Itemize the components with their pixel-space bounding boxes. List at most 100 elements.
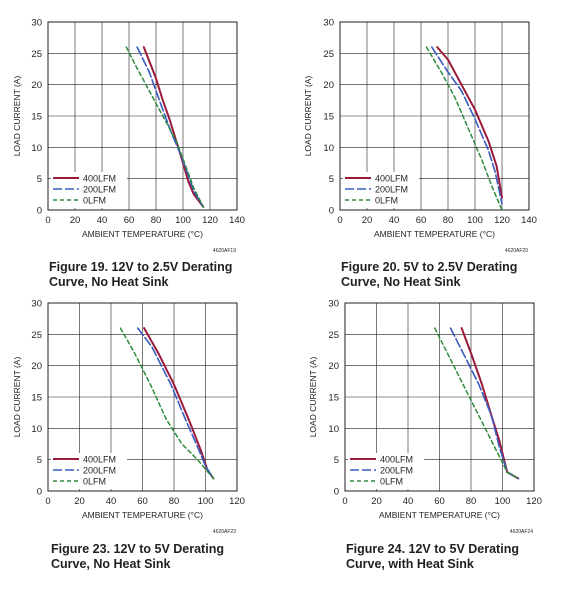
y-tick-label: 15: [31, 112, 42, 123]
y-tick-label: 20: [328, 361, 339, 372]
x-axis-label: AMBIENT TEMPERATURE (°C): [82, 229, 203, 239]
chart-2: 0 20 40 60 80 100 120 140 0 5 10 15 20 25 30 AMBIENT TE…: [303, 18, 537, 290]
figure-caption-line: Figure 19. 12V to 2.5V Derating: [49, 260, 232, 274]
legend-label-200lfm: 200LFM: [380, 466, 413, 476]
x-tick-label: 20: [74, 496, 85, 507]
legend-label-400lfm: 400LFM: [83, 174, 116, 184]
legend-label-200lfm: 200LFM: [375, 185, 408, 195]
plot-frame: [47, 302, 238, 492]
legend-label-400lfm: 400LFM: [83, 455, 116, 465]
y-axis-label: LOAD CURRENT (A): [12, 357, 22, 438]
x-axis-label: AMBIENT TEMPERATURE (°C): [379, 510, 500, 520]
figure-code: 4620AF20: [505, 248, 528, 254]
y-tick-label: 25: [31, 330, 42, 341]
x-tick-label: 40: [106, 496, 117, 507]
x-tick-label: 80: [151, 215, 162, 226]
y-tick-label: 20: [31, 80, 42, 91]
plot-frame: [47, 21, 238, 211]
legend-label-200lfm: 200LFM: [83, 185, 116, 195]
y-tick-label: 30: [31, 299, 42, 310]
x-tick-label: 40: [403, 496, 414, 507]
x-tick-label: 100: [198, 496, 214, 507]
series-line-400lfm: [142, 46, 205, 208]
x-tick-label: 0: [337, 215, 342, 226]
y-tick-label: 0: [329, 206, 334, 217]
x-tick-label: 80: [466, 496, 477, 507]
figure-caption-line: Curve, with Heat Sink: [346, 557, 474, 571]
y-tick-label: 10: [31, 143, 42, 154]
x-tick-label: 120: [202, 215, 218, 226]
x-tick-label: 120: [494, 215, 510, 226]
x-tick-label: 80: [443, 215, 454, 226]
series-line-200lfm: [430, 46, 503, 205]
y-tick-label: 30: [323, 18, 334, 29]
x-axis-label: AMBIENT TEMPERATURE (°C): [82, 510, 203, 520]
y-tick-label: 0: [37, 487, 42, 498]
y-axis-label: LOAD CURRENT (A): [12, 76, 22, 157]
chart-1: 0 20 40 60 80 100 120 140 0 5 10 15 20 25 30 AMBIENT TE…: [12, 18, 245, 290]
y-tick-label: 5: [329, 174, 334, 185]
y-tick-label: 10: [31, 424, 42, 435]
series-line-200lfm: [449, 327, 520, 480]
x-tick-label: 20: [371, 496, 382, 507]
series-line-0lfm: [434, 327, 520, 480]
x-tick-label: 80: [169, 496, 180, 507]
y-tick-label: 5: [37, 455, 42, 466]
y-tick-label: 25: [323, 49, 334, 60]
legend-label-0lfm: 0LFM: [83, 477, 106, 487]
plot-frame: [344, 302, 535, 492]
figure-caption-line: Figure 24. 12V to 5V Derating: [346, 542, 519, 556]
figure-caption-line: Figure 23. 12V to 5V Derating: [51, 542, 224, 556]
x-tick-label: 20: [70, 215, 81, 226]
x-tick-label: 60: [416, 215, 427, 226]
x-tick-label: 60: [434, 496, 445, 507]
y-axis-label: LOAD CURRENT (A): [308, 357, 318, 438]
y-tick-label: 15: [328, 393, 339, 404]
x-tick-label: 140: [229, 215, 245, 226]
series-line-400lfm: [436, 46, 503, 199]
series-line-0lfm: [119, 327, 215, 480]
legend-label-400lfm: 400LFM: [375, 174, 408, 184]
figure-caption-line: Curve, No Heat Sink: [341, 275, 461, 289]
x-tick-label: 100: [467, 215, 483, 226]
y-tick-label: 5: [37, 174, 42, 185]
plot-frame: [339, 21, 530, 211]
y-axis-label: LOAD CURRENT (A): [303, 76, 313, 157]
series-line-400lfm: [460, 327, 520, 480]
y-tick-label: 20: [31, 361, 42, 372]
y-tick-label: 0: [334, 487, 339, 498]
figure-code: 4620AF24: [510, 529, 533, 535]
y-tick-label: 0: [37, 206, 42, 217]
x-tick-label: 40: [389, 215, 400, 226]
y-tick-label: 5: [334, 455, 339, 466]
y-tick-label: 10: [328, 424, 339, 435]
chart-3: 0 20 40 60 80 100 120 0 5 10 15 20 25 30 AMBIENT TEMPE…: [12, 299, 245, 572]
legend-label-400lfm: 400LFM: [380, 455, 413, 465]
legend-label-0lfm: 0LFM: [375, 196, 398, 206]
legend-label-0lfm: 0LFM: [380, 477, 403, 487]
x-tick-label: 40: [97, 215, 108, 226]
x-tick-label: 120: [229, 496, 245, 507]
x-tick-label: 60: [137, 496, 148, 507]
x-tick-label: 0: [342, 496, 347, 507]
series-line-0lfm: [125, 46, 205, 208]
x-tick-label: 0: [45, 496, 50, 507]
y-tick-label: 15: [31, 393, 42, 404]
x-tick-label: 120: [526, 496, 542, 507]
figure-caption-line: Figure 20. 5V to 2.5V Derating: [341, 260, 517, 274]
series-line-200lfm: [137, 327, 215, 480]
y-tick-label: 15: [323, 112, 334, 123]
x-tick-label: 100: [495, 496, 511, 507]
series-line-200lfm: [136, 46, 205, 208]
figure-code: 4620AF19: [213, 248, 236, 254]
figure-code: 4620AF23: [213, 529, 236, 535]
x-axis-label: AMBIENT TEMPERATURE (°C): [374, 229, 495, 239]
series-line-0lfm: [425, 46, 503, 211]
x-tick-label: 60: [124, 215, 135, 226]
figure-caption-line: Curve, No Heat Sink: [51, 557, 171, 571]
y-tick-label: 10: [323, 143, 334, 154]
x-tick-label: 0: [45, 215, 50, 226]
y-tick-label: 30: [328, 299, 339, 310]
y-tick-label: 30: [31, 18, 42, 29]
x-tick-label: 20: [362, 215, 373, 226]
